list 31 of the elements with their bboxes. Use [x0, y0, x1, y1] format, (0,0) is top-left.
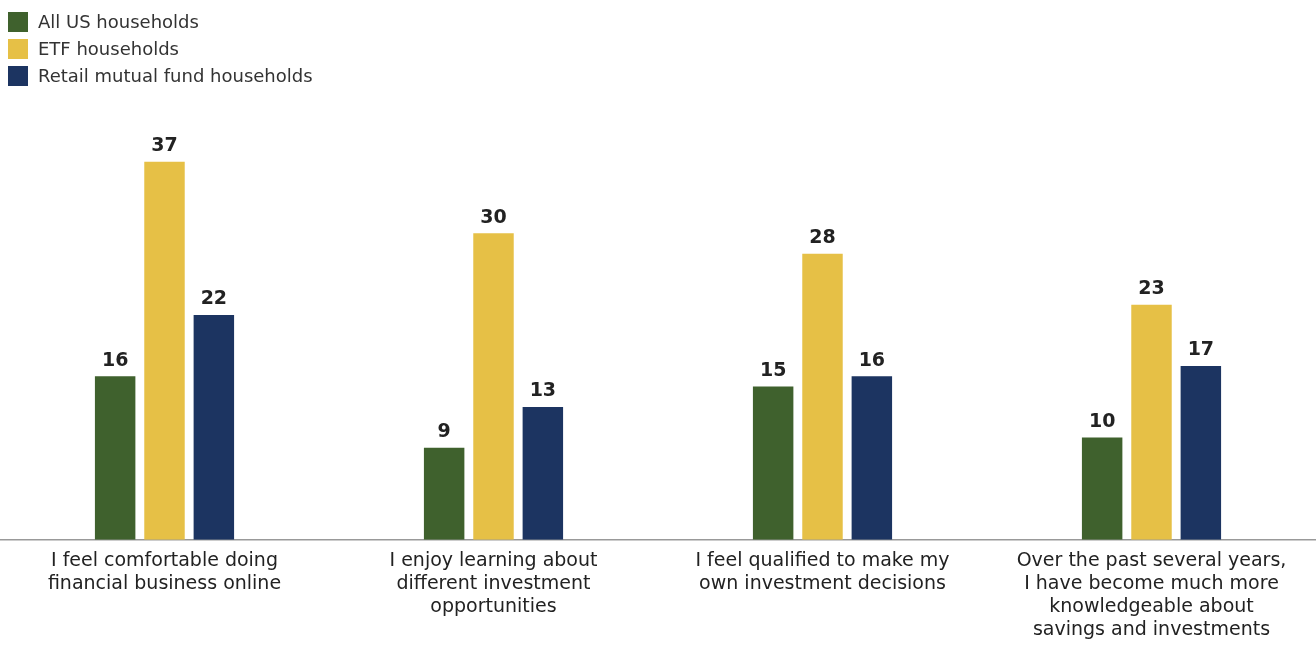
data-label: 22 [200, 286, 228, 309]
bar [851, 376, 893, 540]
legend-label: Retail mutual fund households [38, 65, 313, 86]
data-label: 13 [529, 378, 557, 401]
bar [522, 406, 564, 540]
data-label: 9 [437, 419, 451, 442]
data-label: 30 [480, 204, 507, 227]
bar [1180, 366, 1222, 540]
legend-label: All US households [38, 11, 199, 32]
bar [144, 161, 185, 540]
x-tick-label: I feel comfortable doing financial business online [47, 548, 282, 593]
data-label: 23 [1138, 276, 1165, 299]
data-label: 17 [1187, 337, 1215, 360]
bar [423, 447, 465, 540]
x-tick-label: I enjoy learning about different investment opportunities [389, 548, 598, 616]
data-label: 16 [101, 347, 129, 370]
data-label: 16 [858, 347, 886, 370]
bar [1081, 437, 1123, 540]
bar [1131, 304, 1172, 540]
data-label: 15 [759, 357, 787, 380]
bar [802, 253, 843, 540]
bar [473, 233, 514, 540]
x-tick-label: I feel qualified to make my own investment decisions [695, 548, 950, 593]
bar [752, 386, 794, 540]
data-label: 28 [809, 225, 836, 248]
bar [193, 314, 235, 540]
data-label: 37 [151, 133, 178, 156]
bar [94, 376, 136, 540]
data-label: 10 [1088, 409, 1116, 432]
x-tick-label: Over the past several years, I have become much more knowledgeable about savings and investments [1016, 548, 1287, 639]
legend-label: ETF households [38, 38, 179, 59]
